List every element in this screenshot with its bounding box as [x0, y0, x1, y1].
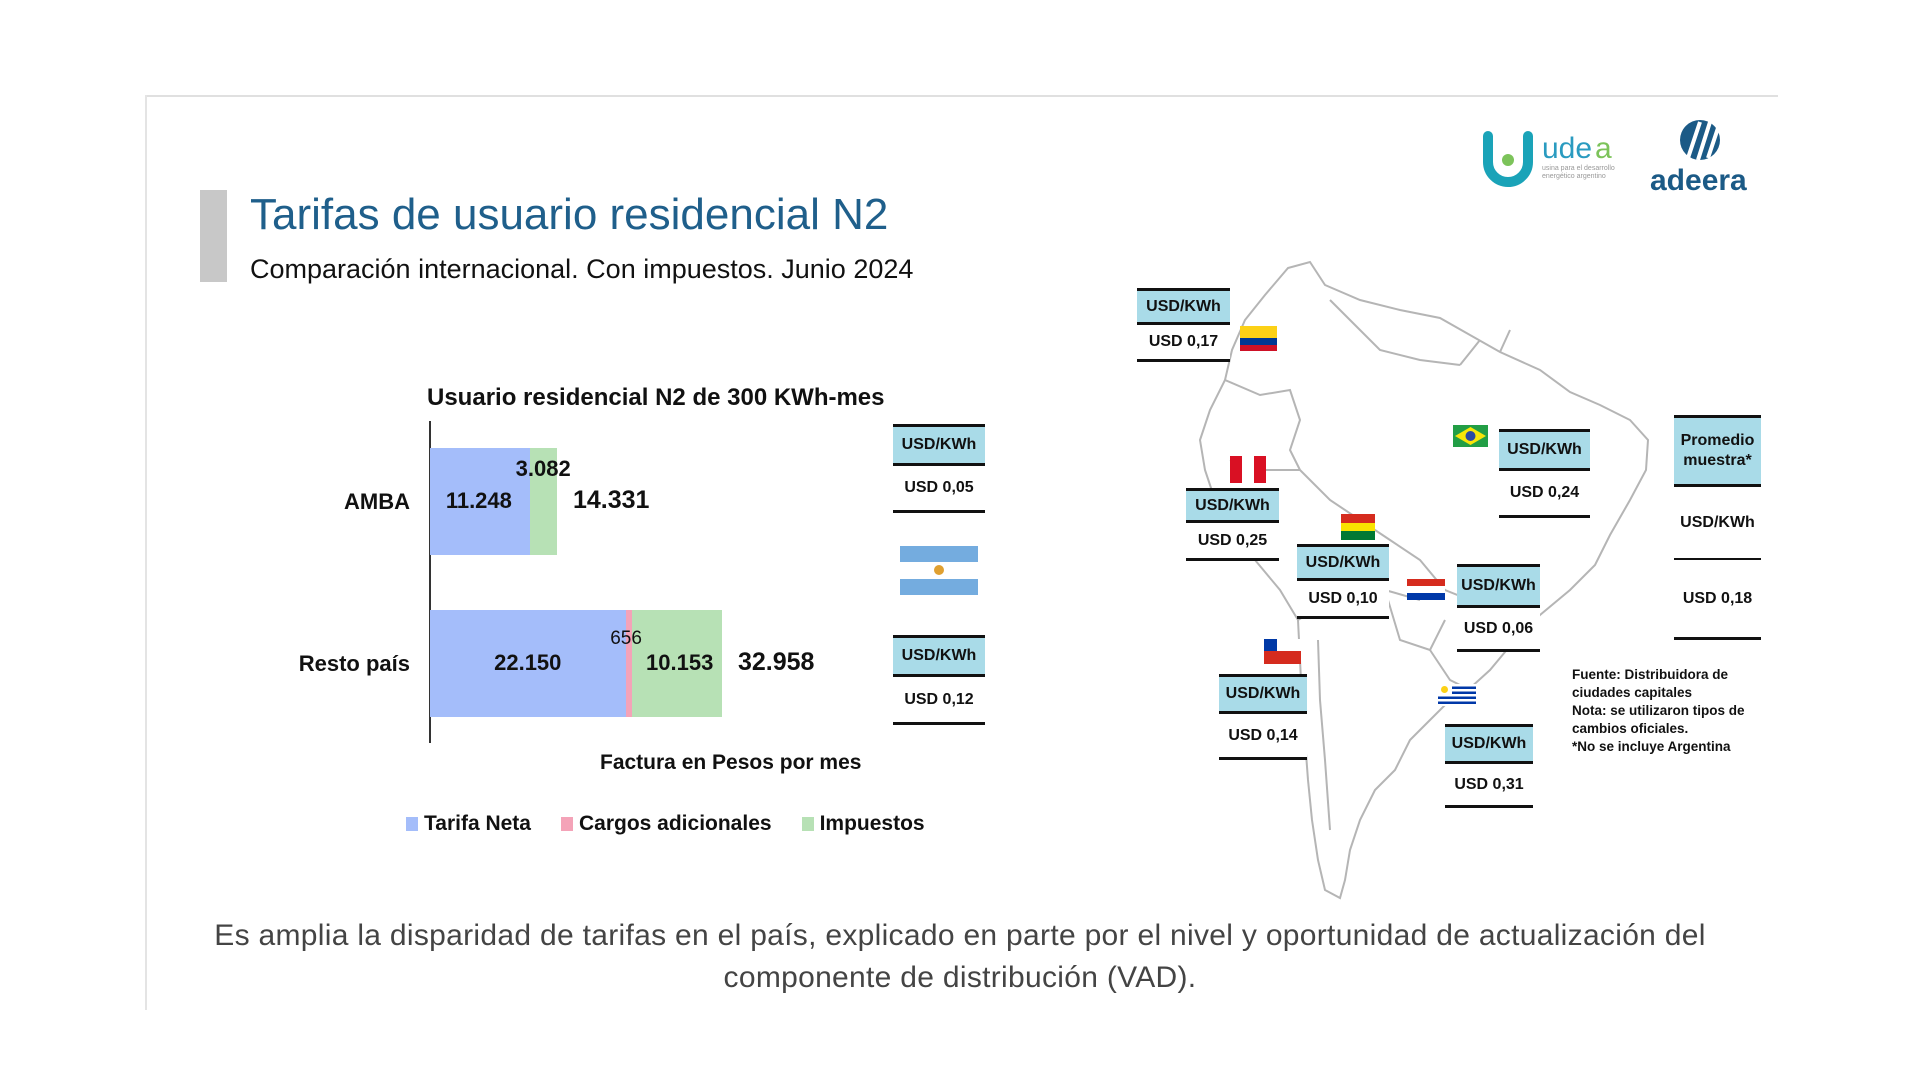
- unit-header: USD/KWh: [1186, 488, 1279, 523]
- data-label-impuestos: 10.153: [646, 649, 714, 675]
- unit-header: USD/KWh: [893, 424, 985, 466]
- chile-usd-box: USD/KWh USD 0,14: [1219, 674, 1307, 760]
- peru-usd-box: USD/KWh USD 0,25: [1186, 488, 1279, 561]
- adeera-logo: adeera: [1648, 118, 1758, 197]
- usd-value: USD 0,24: [1499, 471, 1590, 518]
- category-label: Resto país: [298, 650, 410, 676]
- colombia-flag-icon: [1240, 326, 1277, 351]
- unit-header: USD/KWh: [1297, 544, 1389, 581]
- argentina-flag-icon: [900, 546, 978, 595]
- page-subtitle: Comparación internacional. Con impuestos…: [250, 254, 914, 284]
- usd-value: USD 0,14: [1219, 714, 1307, 760]
- footer-line-2: componente de distribución (VAD).: [723, 961, 1197, 994]
- udea-logo: ude a usina para el desarrollo energétic…: [1482, 124, 1637, 194]
- paraguay-usd-box: USD/KWh USD 0,06: [1457, 564, 1540, 652]
- usd-value: USD 0,06: [1457, 608, 1540, 652]
- average-usd-box: Promedio muestra* USD/KWh USD 0,18: [1674, 415, 1761, 640]
- argentina-resto-usd-box: USD/KWh USD 0,12: [893, 635, 985, 725]
- uruguay-flag-icon: [1438, 684, 1476, 706]
- svg-text:energético argentino: energético argentino: [1542, 173, 1606, 180]
- legend-swatch: [560, 817, 573, 831]
- paraguay-flag-icon: [1407, 579, 1445, 600]
- bolivia-flag-icon: [1341, 514, 1375, 540]
- usd-value: USD 0,17: [1137, 325, 1230, 362]
- data-label-total: 32.958: [738, 647, 815, 676]
- svg-text:ude: ude: [1542, 132, 1592, 165]
- unit-header: USD/KWh: [1457, 564, 1540, 608]
- peru-flag-icon: [1230, 456, 1266, 483]
- title-accent-bar: [200, 190, 227, 282]
- data-label-total: 14.331: [572, 485, 650, 514]
- page-title: Tarifas de usuario residencial N2: [250, 190, 889, 239]
- note-exchange: Nota: se utilizaron tipos de cambios ofi…: [1572, 703, 1745, 736]
- bolivia-usd-box: USD/KWh USD 0,10: [1297, 544, 1389, 619]
- slide-left-border: [145, 95, 147, 1010]
- data-label-tarifa-neta: 22.150: [494, 649, 562, 675]
- note-source: Fuente: Distribuidora de ciudades capita…: [1572, 667, 1729, 700]
- category-label: AMBA: [344, 488, 410, 514]
- data-label-tarifa-neta: 11.248: [445, 487, 512, 513]
- footer-line-1: Es amplia la disparidad de tarifas en el…: [214, 919, 1706, 952]
- usd-value: USD 0,10: [1297, 581, 1389, 619]
- unit-header: USD/KWh: [1137, 288, 1230, 325]
- data-label-impuestos: 3.082: [515, 455, 571, 481]
- brazil-usd-box: USD/KWh USD 0,24: [1499, 429, 1590, 518]
- note-exclusion: *No se incluye Argentina: [1572, 739, 1731, 754]
- legend-item-cargos: Cargos adicionales: [560, 812, 772, 836]
- slide-top-border: [145, 95, 1778, 97]
- data-label-cargos: 656: [610, 627, 642, 649]
- legend-swatch: [406, 817, 418, 831]
- chart-title: Usuario residencial N2 de 300 KWh-mes: [427, 384, 885, 411]
- bar-segment-impuestos: [529, 448, 557, 555]
- usd-value: USD 0,31: [1445, 764, 1533, 808]
- svg-text:adeera: adeera: [1650, 164, 1747, 196]
- bar-segment-tarifa-neta: [430, 448, 530, 555]
- average-unit: USD/KWh: [1674, 487, 1761, 560]
- chart-legend: Tarifa Neta Cargos adicionales Impuestos: [406, 812, 925, 836]
- footer-conclusion: Es amplia la disparidad de tarifas en el…: [160, 915, 1760, 999]
- bar-segment-cargos-adicionales: [626, 610, 633, 717]
- svg-text:a: a: [1595, 132, 1612, 165]
- unit-header: USD/KWh: [1499, 429, 1590, 471]
- usd-value: USD 0,05: [893, 466, 985, 513]
- bar-segment-tarifa-neta: [430, 610, 627, 717]
- uruguay-usd-box: USD/KWh USD 0,31: [1445, 724, 1533, 808]
- legend-item-tarifa-neta: Tarifa Neta: [406, 812, 531, 836]
- legend-label: Tarifa Neta: [424, 812, 531, 835]
- usd-value: USD 0,25: [1186, 523, 1279, 561]
- chart-x-axis-label: Factura en Pesos por mes: [600, 751, 862, 774]
- chile-flag-icon: [1264, 639, 1301, 664]
- legend-item-impuestos: Impuestos: [801, 812, 925, 836]
- brazil-flag-icon: [1453, 425, 1488, 447]
- svg-text:usina para el desarrollo: usina para el desarrollo: [1542, 165, 1615, 172]
- bar-segment-impuestos: [632, 610, 722, 717]
- usd-value: USD 0,12: [893, 677, 985, 725]
- chart-y-axis: [429, 421, 431, 743]
- source-notes: Fuente: Distribuidora de ciudades capita…: [1572, 666, 1772, 756]
- legend-label: Impuestos: [819, 812, 925, 835]
- argentina-amba-usd-box: USD/KWh USD 0,05: [893, 424, 985, 513]
- unit-header: USD/KWh: [1445, 724, 1533, 764]
- legend-label: Cargos adicionales: [578, 812, 772, 835]
- legend-swatch: [801, 817, 814, 831]
- average-value: USD 0,18: [1674, 560, 1761, 640]
- average-header: Promedio muestra*: [1674, 415, 1761, 487]
- unit-header: USD/KWh: [1219, 674, 1307, 714]
- unit-header: USD/KWh: [893, 635, 985, 677]
- colombia-usd-box: USD/KWh USD 0,17: [1137, 288, 1230, 362]
